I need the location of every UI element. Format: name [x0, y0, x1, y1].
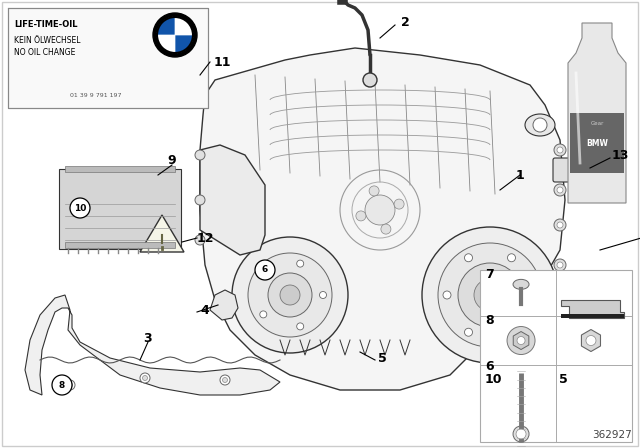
Circle shape [557, 147, 563, 153]
Text: 362927: 362927 [592, 430, 632, 440]
Text: 12: 12 [196, 232, 214, 245]
Circle shape [394, 199, 404, 209]
Polygon shape [568, 23, 626, 203]
Circle shape [260, 311, 267, 318]
Text: 5: 5 [378, 352, 387, 365]
Wedge shape [175, 35, 193, 53]
Circle shape [557, 222, 563, 228]
Circle shape [140, 373, 150, 383]
FancyBboxPatch shape [570, 113, 624, 173]
Circle shape [554, 144, 566, 156]
Circle shape [195, 195, 205, 205]
Circle shape [508, 328, 515, 336]
Circle shape [369, 186, 379, 196]
Circle shape [248, 253, 332, 337]
Circle shape [52, 375, 72, 395]
Circle shape [153, 13, 197, 57]
Text: 8: 8 [59, 380, 65, 389]
Circle shape [268, 273, 312, 317]
FancyBboxPatch shape [65, 166, 175, 172]
FancyBboxPatch shape [480, 270, 632, 442]
Text: 8: 8 [485, 314, 493, 327]
Text: 9: 9 [168, 154, 176, 167]
Text: 11: 11 [213, 56, 231, 69]
Polygon shape [513, 332, 529, 349]
Text: 2: 2 [401, 16, 410, 29]
Circle shape [422, 227, 558, 363]
Circle shape [557, 187, 563, 193]
Circle shape [297, 323, 304, 330]
Circle shape [465, 254, 472, 262]
Circle shape [280, 285, 300, 305]
Polygon shape [200, 48, 565, 390]
Text: 7: 7 [485, 268, 493, 281]
Circle shape [365, 195, 395, 225]
Text: 5: 5 [559, 373, 568, 386]
Text: NO OIL CHANGE: NO OIL CHANGE [14, 48, 76, 57]
Polygon shape [200, 145, 265, 255]
Text: 4: 4 [200, 303, 209, 316]
Text: 6: 6 [262, 266, 268, 275]
Ellipse shape [525, 114, 555, 136]
FancyBboxPatch shape [8, 8, 208, 108]
Text: 1: 1 [516, 168, 524, 181]
FancyBboxPatch shape [561, 314, 625, 318]
Circle shape [195, 150, 205, 160]
Circle shape [223, 378, 227, 383]
FancyBboxPatch shape [65, 242, 175, 248]
Polygon shape [210, 290, 238, 320]
Wedge shape [157, 17, 175, 35]
Text: LIFE-TIME-OIL: LIFE-TIME-OIL [14, 20, 77, 29]
Text: 10: 10 [74, 203, 86, 212]
Circle shape [356, 211, 366, 221]
Circle shape [70, 198, 90, 218]
Circle shape [557, 262, 563, 268]
Circle shape [381, 224, 391, 234]
Circle shape [529, 291, 537, 299]
FancyBboxPatch shape [553, 158, 585, 182]
Text: 13: 13 [611, 148, 628, 161]
Circle shape [516, 429, 526, 439]
Circle shape [508, 254, 515, 262]
Circle shape [443, 291, 451, 299]
Text: Gear: Gear [590, 121, 604, 125]
Circle shape [513, 426, 529, 442]
Polygon shape [140, 215, 184, 252]
Circle shape [517, 336, 525, 345]
Circle shape [220, 375, 230, 385]
Ellipse shape [513, 280, 529, 289]
Circle shape [458, 263, 522, 327]
Circle shape [586, 336, 596, 345]
Polygon shape [25, 295, 280, 395]
Polygon shape [561, 300, 625, 318]
Circle shape [297, 260, 304, 267]
Circle shape [255, 260, 275, 280]
Circle shape [554, 219, 566, 231]
FancyBboxPatch shape [59, 169, 181, 249]
Circle shape [554, 259, 566, 271]
Circle shape [438, 243, 542, 347]
Text: 6: 6 [485, 360, 493, 373]
Circle shape [65, 380, 75, 390]
Circle shape [143, 375, 147, 380]
Circle shape [157, 17, 193, 53]
Circle shape [260, 272, 267, 279]
Text: 01 39 9 791 197: 01 39 9 791 197 [70, 93, 122, 98]
Circle shape [507, 327, 535, 354]
Circle shape [465, 328, 472, 336]
Circle shape [67, 383, 72, 388]
Text: KEIN ÖLWECHSEL: KEIN ÖLWECHSEL [14, 36, 81, 45]
Text: 10: 10 [485, 373, 502, 386]
Circle shape [474, 279, 506, 311]
Circle shape [363, 73, 377, 87]
Circle shape [195, 235, 205, 245]
Text: 3: 3 [144, 332, 152, 345]
Text: BMW: BMW [586, 138, 608, 147]
Circle shape [319, 292, 326, 298]
Polygon shape [581, 330, 600, 352]
Circle shape [533, 118, 547, 132]
Circle shape [232, 237, 348, 353]
Circle shape [554, 184, 566, 196]
